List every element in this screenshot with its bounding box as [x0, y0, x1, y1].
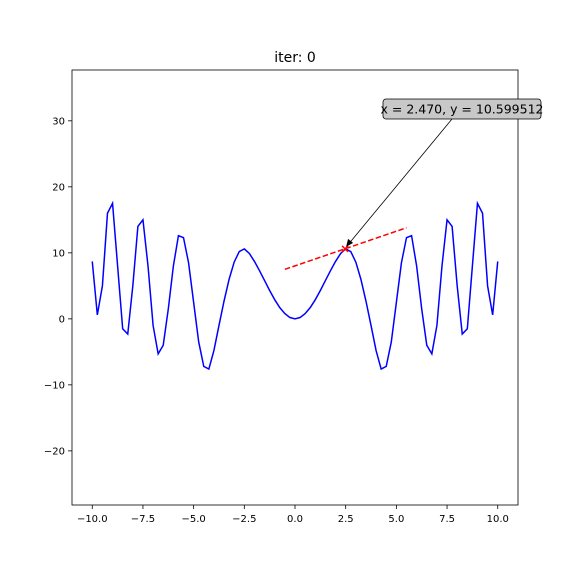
annotation-text: x = 2.470, y = 10.599512	[381, 102, 544, 117]
annotation-box	[382, 98, 542, 120]
x-tick-label: −10.0	[77, 514, 108, 525]
point-marker	[341, 245, 349, 253]
y-tick-label: 0	[59, 314, 65, 325]
x-tick-label: −5.0	[181, 514, 205, 525]
y-tick-label: 30	[52, 116, 65, 127]
line	[91, 200, 499, 371]
annotation-arrow	[346, 118, 453, 247]
y-tick-label: 10	[52, 248, 65, 259]
chart-title: iter: 0	[274, 50, 316, 66]
y-tick-label: −10	[44, 380, 65, 391]
x-tick-label: 0.0	[287, 514, 303, 525]
y-tick-label: 20	[52, 182, 65, 193]
x-tick-label: −7.5	[131, 514, 155, 525]
x-tick-label: 2.5	[338, 514, 354, 525]
x-tick-label: 5.0	[388, 514, 404, 525]
x-tick-label: −2.5	[232, 514, 256, 525]
x-tick-label: 7.5	[439, 514, 455, 525]
arrow-head	[346, 238, 354, 247]
y-tick-label: −20	[44, 446, 65, 457]
x-tick-label: 10.0	[487, 514, 509, 525]
axes-frame	[71, 69, 519, 506]
